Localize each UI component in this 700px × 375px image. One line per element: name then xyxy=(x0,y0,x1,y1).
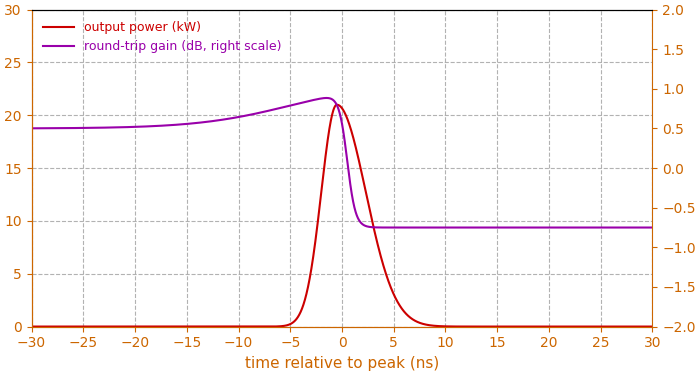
round-trip gain (dB, right scale) xyxy=(538,225,547,230)
round-trip gain (dB, right scale) xyxy=(322,96,330,100)
round-trip gain (dB, right scale) xyxy=(648,225,657,230)
round-trip gain (dB, right scale) xyxy=(491,225,499,230)
round-trip gain (dB, right scale) xyxy=(265,108,273,113)
round-trip gain (dB, right scale) xyxy=(431,225,440,230)
output power (kW) xyxy=(140,324,148,329)
round-trip gain (dB, right scale) xyxy=(495,225,503,230)
X-axis label: time relative to peak (ns): time relative to peak (ns) xyxy=(245,356,439,371)
output power (kW) xyxy=(431,324,440,328)
round-trip gain (dB, right scale) xyxy=(400,225,408,230)
Legend: output power (kW), round-trip gain (dB, right scale): output power (kW), round-trip gain (dB, … xyxy=(38,16,286,58)
output power (kW) xyxy=(538,324,547,329)
output power (kW) xyxy=(400,309,408,314)
round-trip gain (dB, right scale) xyxy=(27,126,36,130)
output power (kW) xyxy=(332,102,341,107)
Line: round-trip gain (dB, right scale): round-trip gain (dB, right scale) xyxy=(32,98,652,228)
output power (kW) xyxy=(648,324,657,329)
Line: output power (kW): output power (kW) xyxy=(32,105,652,327)
output power (kW) xyxy=(491,324,499,329)
output power (kW) xyxy=(27,324,36,329)
output power (kW) xyxy=(265,324,273,329)
round-trip gain (dB, right scale) xyxy=(140,124,148,129)
